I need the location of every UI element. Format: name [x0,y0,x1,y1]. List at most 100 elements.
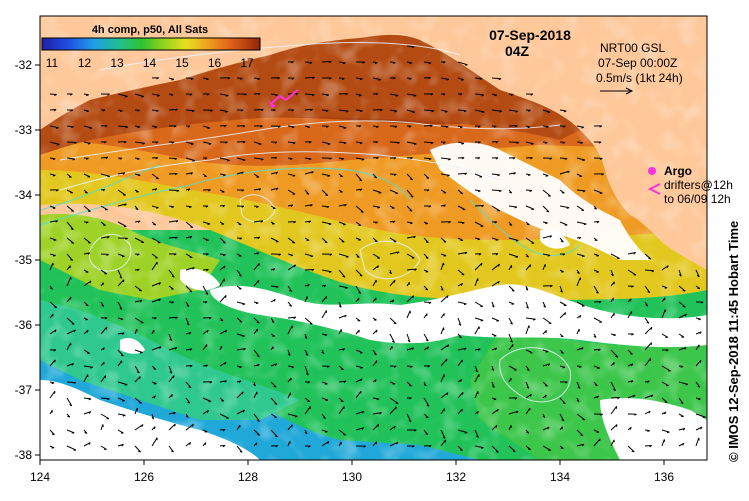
current-vector-head [141,97,143,98]
current-vector-head [325,242,327,243]
current-vector-head [257,322,259,323]
current-vector-head [223,242,225,243]
current-vector-head [446,359,447,361]
colorbar-tick-label: 13 [110,56,124,70]
current-vector-head [616,356,618,357]
colorbar-tick-label: 11 [46,56,59,70]
current-vector-head [243,304,245,305]
current-vector-head [325,432,327,433]
current-vector [424,158,431,159]
colorbar-tick-label: 15 [175,56,189,70]
current-vector-head [54,307,56,308]
current-scale: 0.5m/s (1kt 24h) [596,71,683,85]
current-vector-head [443,263,444,266]
x-tick-label: 124 [30,470,50,484]
colorbar-tick-label: 16 [208,56,222,70]
current-vector-head [394,280,395,283]
current-vector-head [359,95,361,96]
colorbar-title: 4h comp, p50, All Sats [92,24,208,36]
current-vector-head [121,319,123,320]
current-vector-head [665,288,667,289]
current-vector-head [293,176,295,177]
current-vector-head [360,275,362,276]
current-vector-head [325,195,327,196]
current-vector-head [86,305,89,306]
current-vector-head [614,362,615,365]
current-vector-head [584,224,586,225]
current-vector-head [191,144,193,145]
y-tick-label: -33 [15,123,33,137]
current-vector-head [140,377,141,379]
current-vector-head [258,280,259,283]
current-vector [492,190,502,191]
current-vector-head [494,399,496,400]
current-vector-head [378,80,380,81]
current-vector-head [648,258,650,259]
current-vector-head [123,280,124,282]
colorbar-tick-label: 17 [240,56,254,70]
current-vector-head [311,256,313,257]
current-vector-head [242,392,243,394]
current-vector-head [516,257,519,258]
current-vector-head [465,65,467,66]
current-vector-head [465,433,468,434]
current-vector [271,286,278,287]
y-axis-ticks: -32-33-34-35-36-37-38 [15,58,40,462]
current-vector-head [425,289,427,290]
current-vector-head [445,112,447,113]
current-vector-head [125,385,128,386]
current-vector-head [426,242,428,243]
current-vector-head [360,368,363,369]
current-vector-head [698,319,700,320]
current-vector-head [346,257,348,258]
current-vector [390,142,400,143]
current-vector-head [426,178,428,179]
current-vector-head [651,343,652,345]
x-tick-label: 128 [238,470,258,484]
current-vector-head [295,416,297,417]
current-vector-head [546,330,547,332]
current-vector-head [90,128,93,129]
current-vector-head [531,144,533,145]
x-tick-label: 126 [134,470,154,484]
current-vector-head [54,240,57,241]
current-vector-head [57,144,59,145]
current-vector-head [412,112,414,113]
current-vector-head [667,432,669,433]
x-tick-label: 136 [654,470,674,484]
current-vector-head [516,241,518,242]
current-vector [67,382,76,383]
current-vector-head [208,224,211,225]
current-vector-head [242,336,244,337]
current-vector-head [72,324,74,325]
current-vector-head [239,367,241,368]
current-vector-head [243,160,246,161]
y-tick-label: -34 [15,188,33,202]
current-vector-head [582,256,584,257]
current-vector-head [375,241,378,242]
colorbar-tick-label: 12 [78,56,92,70]
current-vector-head [683,307,686,308]
current-vector [169,190,179,191]
current-vector [441,126,448,127]
current-vector-head [651,327,652,329]
current-vector-head [700,360,701,362]
colorbar-bar [42,38,260,50]
y-tick-label: -37 [15,383,33,397]
current-vector-head [326,297,327,299]
current-vector-head [88,143,90,144]
current-vector-head [85,193,88,194]
current-vector-head [172,394,173,397]
current-vector-head [478,239,480,240]
current-vector-head [154,369,157,370]
y-tick-label: -36 [15,318,33,332]
x-tick-label: 132 [446,470,466,484]
current-vector-head [546,176,549,177]
current-vector-head [596,256,599,257]
current-vector-head [513,451,516,452]
current-vector-head [546,352,548,353]
drifter-line-1: drifters@12h [664,178,733,192]
current-vector-head [291,255,293,256]
current-vector-head [527,224,530,225]
